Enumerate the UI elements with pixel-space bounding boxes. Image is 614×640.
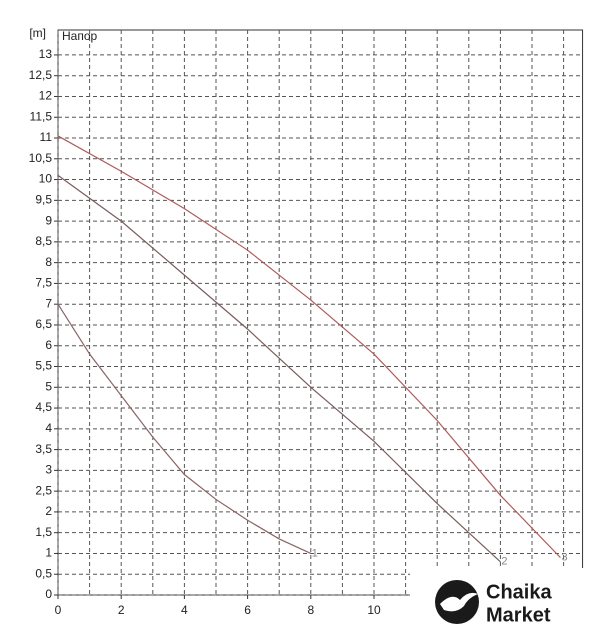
watermark-text: Market xyxy=(486,604,551,626)
y-tick-label: 11 xyxy=(40,130,53,144)
curve xyxy=(57,135,561,559)
curve-label: 3 xyxy=(561,552,567,564)
plot-area: 00,511,522,533,544,555,566,577,588,599,5… xyxy=(29,29,584,617)
y-tick-label: 6 xyxy=(45,338,52,352)
y-tick-label: 1 xyxy=(45,546,52,560)
y-axis-label: Напор xyxy=(62,29,98,43)
y-tick-label: 11,5 xyxy=(30,109,53,123)
curve-label: 1 xyxy=(312,547,318,559)
y-tick-label: 5,5 xyxy=(35,359,52,373)
curve-label: 2 xyxy=(501,556,507,568)
y-tick-label: 4 xyxy=(45,421,52,435)
curve xyxy=(57,303,312,555)
y-tick-label: 13 xyxy=(39,47,53,61)
x-tick-label: 10 xyxy=(367,603,381,617)
y-tick-label: 6,5 xyxy=(35,317,52,331)
y-unit: [m] xyxy=(29,26,46,40)
y-tick-label: 0,5 xyxy=(35,566,52,580)
y-tick-label: 12 xyxy=(39,89,53,103)
logo-bird xyxy=(440,592,478,612)
x-tick-label: 8 xyxy=(307,603,314,617)
y-tick-label: 3,5 xyxy=(35,442,52,456)
y-tick-label: 4,5 xyxy=(35,400,52,414)
y-tick-label: 3 xyxy=(45,463,52,477)
y-tick-label: 2,5 xyxy=(35,483,52,497)
watermark-text: Chaika xyxy=(486,581,552,603)
y-tick-label: 12,5 xyxy=(29,68,53,82)
y-tick-label: 10,5 xyxy=(29,151,53,165)
watermark-logo: Chaika Market xyxy=(435,580,552,626)
x-tick-label: 2 xyxy=(118,603,125,617)
y-tick-label: 2 xyxy=(45,504,52,518)
x-tick-label: 4 xyxy=(181,603,188,617)
plot-frame xyxy=(57,29,584,596)
y-tick-label: 5 xyxy=(45,379,52,393)
y-tick-label: 0 xyxy=(45,587,52,601)
y-tick-label: 8,5 xyxy=(35,234,52,248)
y-tick-label: 1,5 xyxy=(35,525,52,539)
curve xyxy=(57,174,501,563)
y-tick-label: 7 xyxy=(45,296,52,310)
y-tick-label: 10 xyxy=(39,172,53,186)
y-tick-label: 7,5 xyxy=(35,276,52,290)
y-tick-label: 9,5 xyxy=(35,193,52,207)
y-tick-label: 8 xyxy=(45,255,52,269)
x-tick-label: 6 xyxy=(244,603,251,617)
y-tick-label: 9 xyxy=(45,213,52,227)
x-tick-label: 0 xyxy=(55,603,62,617)
